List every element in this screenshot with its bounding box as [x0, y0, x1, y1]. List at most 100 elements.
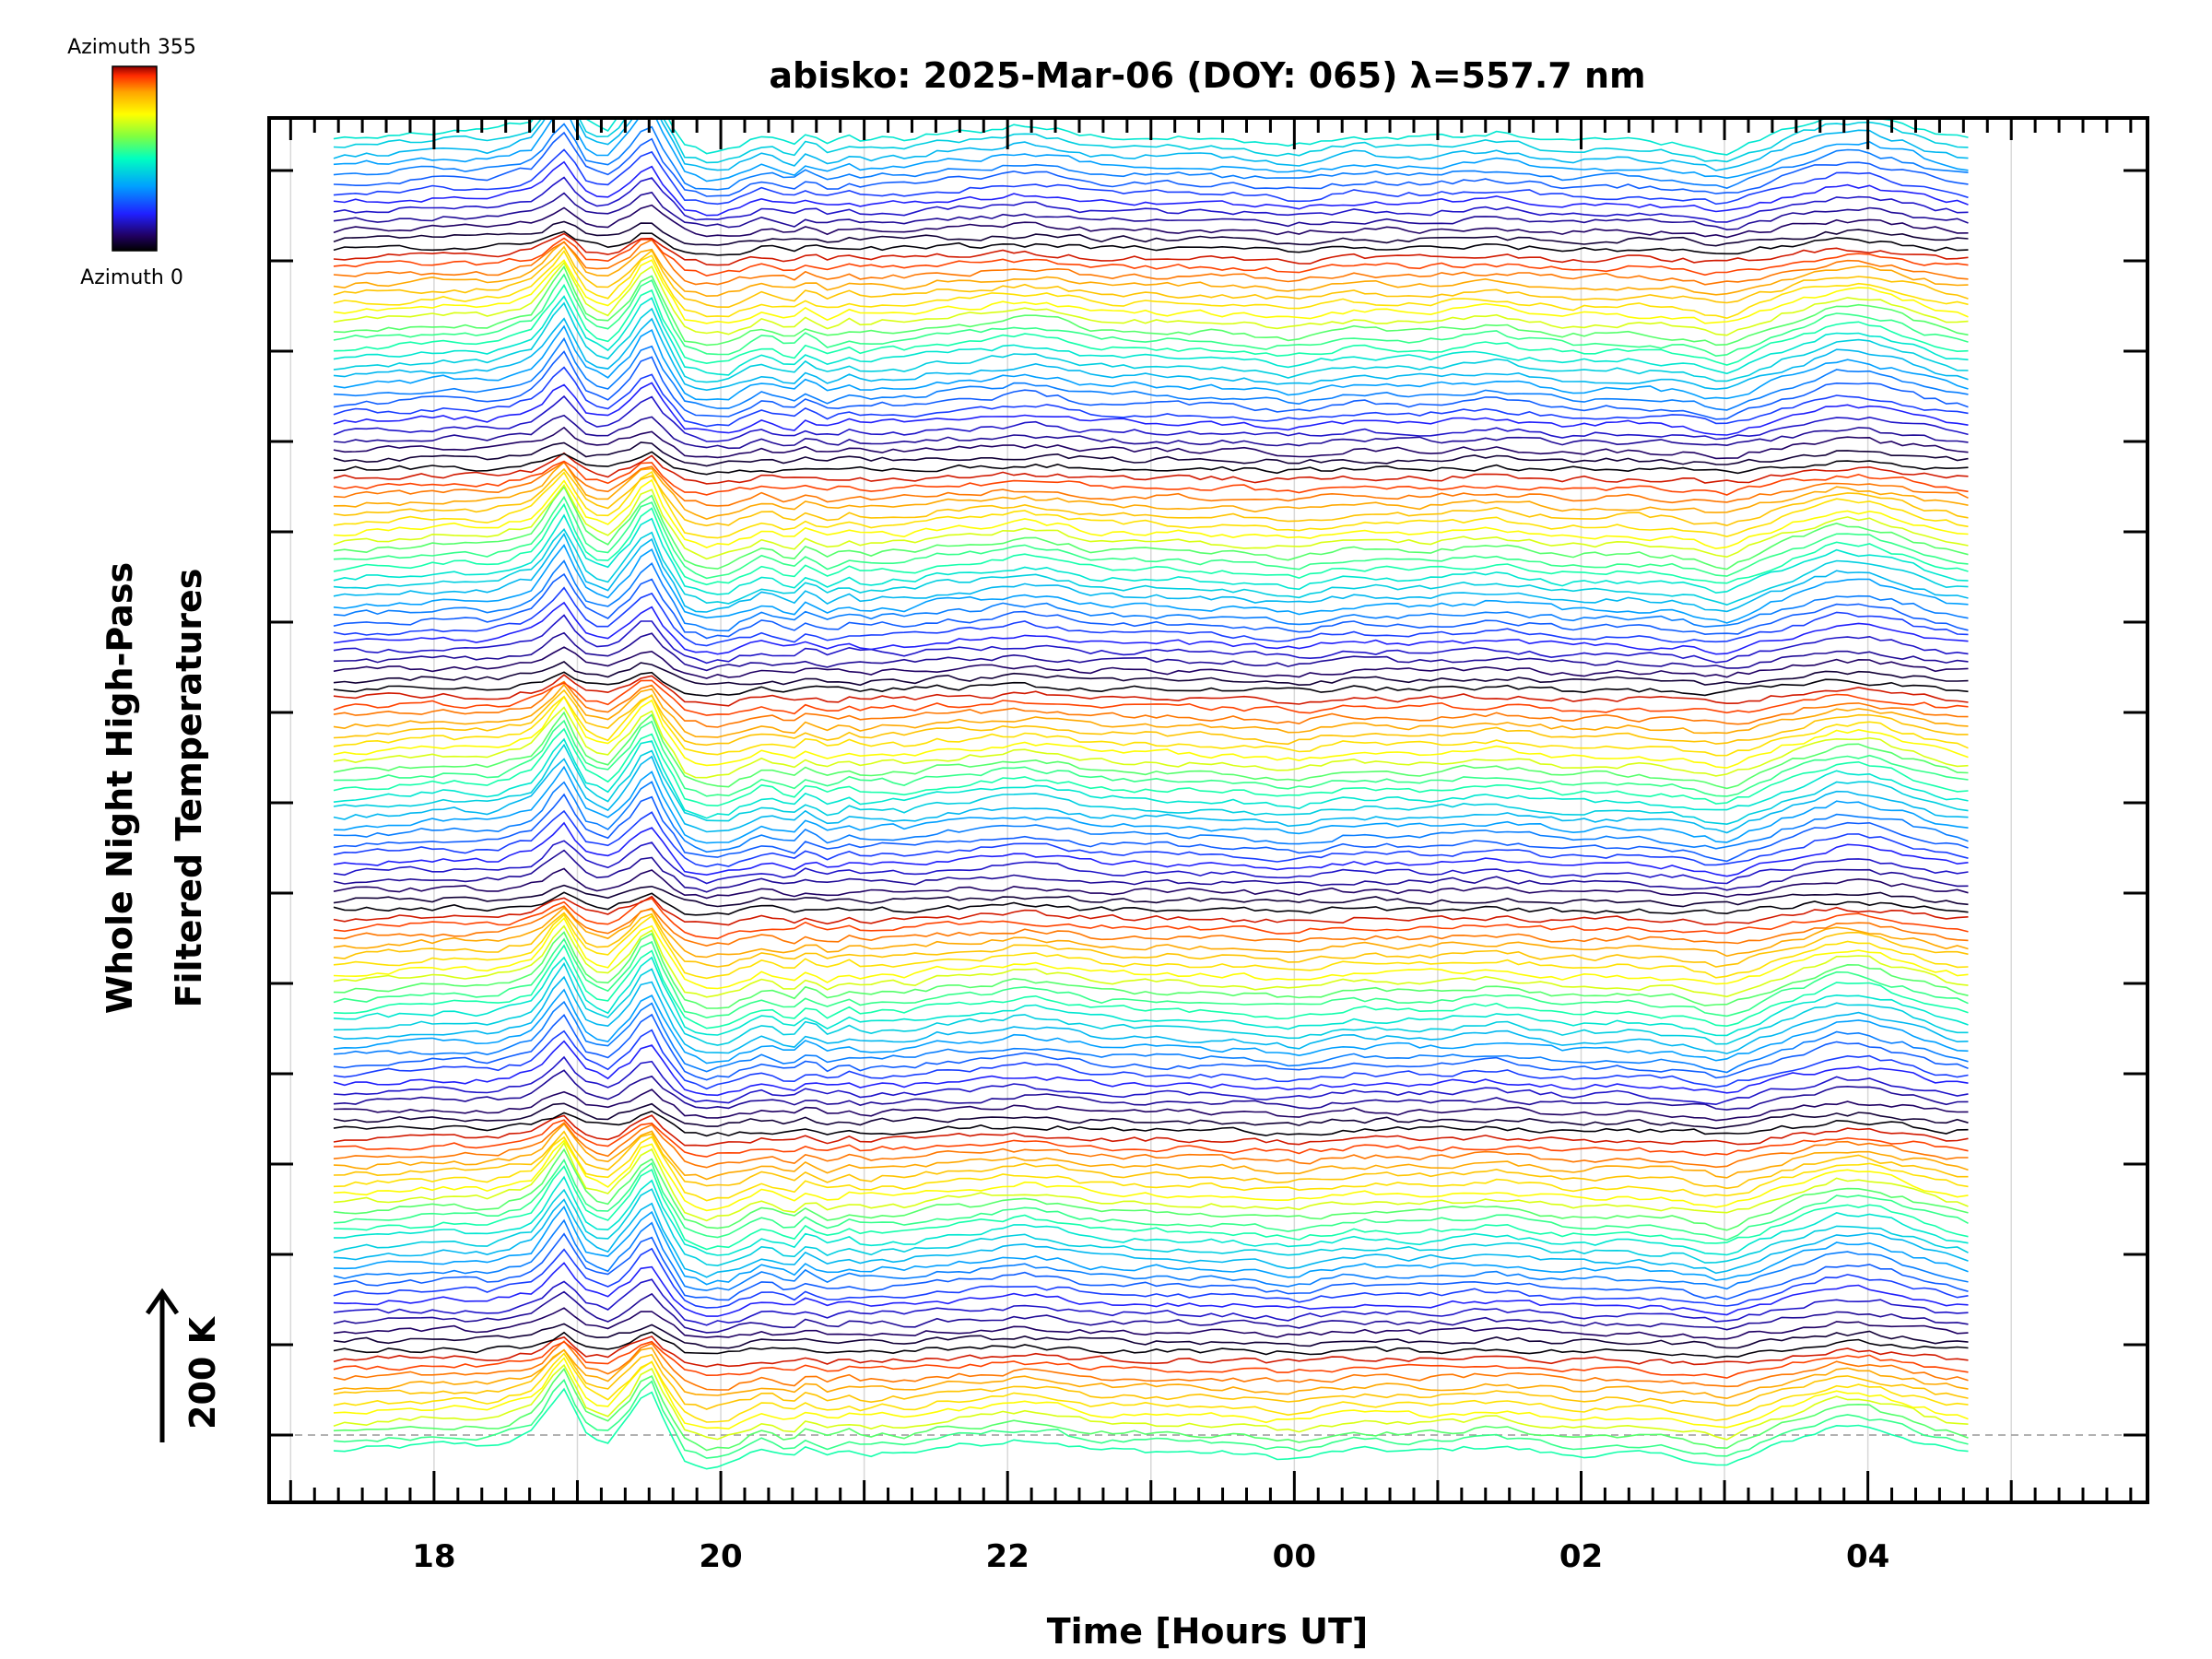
x-axis-label: Time [Hours UT] — [1047, 1611, 1369, 1652]
azimuth-series-line — [333, 1348, 1969, 1410]
x-tick-label: 20 — [699, 1538, 742, 1575]
azimuth-series-line — [333, 283, 1969, 366]
azimuth-series-line — [333, 601, 1969, 655]
azimuth-series-line — [333, 131, 1969, 197]
azimuth-series-line — [333, 961, 1969, 1046]
azimuth-series-line — [333, 1363, 1969, 1441]
azimuth-series-line — [333, 988, 1969, 1065]
azimuth-series-line — [333, 1307, 1969, 1340]
azimuth-series-line — [333, 317, 1969, 392]
azimuth-series-line — [333, 261, 1969, 336]
azimuth-series-line — [333, 793, 1969, 863]
azimuth-series-line — [333, 394, 1969, 442]
azimuth-series-line — [333, 467, 1969, 527]
azimuth-series-line — [333, 572, 1969, 640]
azimuth-series-line — [333, 924, 1969, 998]
x-tick-label: 02 — [1559, 1538, 1603, 1575]
azimuth-series-line — [333, 460, 1969, 496]
azimuth-series-line — [333, 502, 1969, 586]
azimuth-series-line — [333, 350, 1969, 420]
azimuth-series-line — [333, 674, 1969, 707]
azimuth-series-line — [333, 661, 1969, 687]
azimuth-series-line — [333, 737, 1969, 819]
azimuth-series-line — [333, 1135, 1969, 1202]
azimuth-series-line — [333, 366, 1969, 428]
azimuth-series-line — [333, 250, 1969, 320]
azimuth-series-line — [333, 485, 1969, 571]
azimuth-series-line — [333, 688, 1969, 747]
azimuth-series-line — [333, 324, 1969, 401]
azimuth-series-line — [333, 695, 1969, 769]
azimuth-series-line — [333, 414, 1969, 450]
azimuth-series-line — [333, 1147, 1969, 1231]
azimuth-series-line — [333, 1340, 1969, 1391]
azimuth-series-line — [333, 1340, 1969, 1379]
series-group — [333, 118, 1969, 1470]
azimuth-series-line — [333, 483, 1969, 560]
colorbar — [112, 65, 158, 252]
azimuth-series-line — [333, 220, 1969, 247]
azimuth-series-line — [333, 118, 1969, 164]
azimuth-series-line — [333, 1206, 1969, 1286]
azimuth-series-line — [333, 912, 1969, 968]
azimuth-series-line — [333, 680, 1969, 728]
azimuth-series-line — [333, 191, 1969, 231]
azimuth-series-line — [333, 273, 1969, 358]
azimuth-series-line — [333, 1165, 1969, 1251]
azimuth-series-line — [333, 532, 1969, 613]
y-axis-label-line2: Filtered Temperatures — [169, 569, 209, 1008]
plot-frame — [267, 116, 2149, 1504]
azimuth-series-line — [333, 295, 1969, 376]
azimuth-series-line — [333, 1387, 1969, 1470]
scale-label: 200 K — [182, 1315, 223, 1430]
azimuth-series-line — [333, 176, 1969, 223]
scale-arrow-icon — [145, 1288, 180, 1442]
azimuth-series-line — [333, 1069, 1969, 1111]
colorbar-bottom-label: Azimuth 0 — [80, 266, 183, 289]
azimuth-series-line — [333, 891, 1969, 916]
azimuth-series-line — [333, 1130, 1969, 1190]
azimuth-series-line — [333, 711, 1969, 790]
azimuth-series-line — [333, 1029, 1969, 1090]
azimuth-series-line — [333, 916, 1969, 990]
azimuth-series-line — [333, 461, 1969, 520]
azimuth-series-line — [333, 944, 1969, 1030]
x-tick-label: 18 — [412, 1538, 455, 1575]
azimuth-series-line — [333, 237, 1969, 277]
azimuth-series-line — [333, 441, 1969, 467]
azimuth-series-line — [333, 1357, 1969, 1430]
axis-ticks — [269, 118, 2147, 1502]
azimuth-series-line — [333, 1122, 1969, 1169]
azimuth-series-line — [333, 765, 1969, 844]
x-tick-label: 04 — [1846, 1538, 1889, 1575]
azimuth-series-line — [333, 694, 1969, 757]
azimuth-series-line — [333, 451, 1969, 476]
azimuth-series-line — [333, 1102, 1969, 1130]
azimuth-series-line — [333, 1323, 1969, 1349]
azimuth-series-line — [333, 513, 1969, 595]
azimuth-series-line — [333, 1262, 1969, 1317]
azimuth-series-line — [333, 1123, 1969, 1181]
azimuth-series-line — [333, 1000, 1969, 1074]
azimuth-series-line — [333, 118, 1969, 182]
azimuth-series-line — [333, 382, 1969, 436]
azimuth-series-line — [333, 821, 1969, 877]
azimuth-series-line — [333, 1331, 1969, 1359]
azimuth-series-line — [333, 586, 1969, 647]
azimuth-series-line — [333, 755, 1969, 834]
azimuth-series-line — [333, 840, 1969, 885]
azimuth-series-line — [333, 527, 1969, 606]
azimuth-series-line — [333, 743, 1969, 826]
azimuth-series-line — [333, 849, 1969, 893]
azimuth-series-line — [333, 975, 1969, 1054]
azimuth-series-line — [333, 1088, 1969, 1122]
azimuth-series-line — [333, 913, 1969, 980]
azimuth-series-line — [333, 809, 1969, 868]
azimuth-series-line — [333, 478, 1969, 550]
azimuth-series-line — [333, 259, 1969, 324]
x-tick-label: 22 — [986, 1538, 1030, 1575]
azimuth-series-line — [334, 1175, 1969, 1256]
azimuth-series-line — [333, 160, 1969, 217]
azimuth-series-line — [333, 1247, 1969, 1309]
azimuth-series-line — [333, 1198, 1969, 1278]
